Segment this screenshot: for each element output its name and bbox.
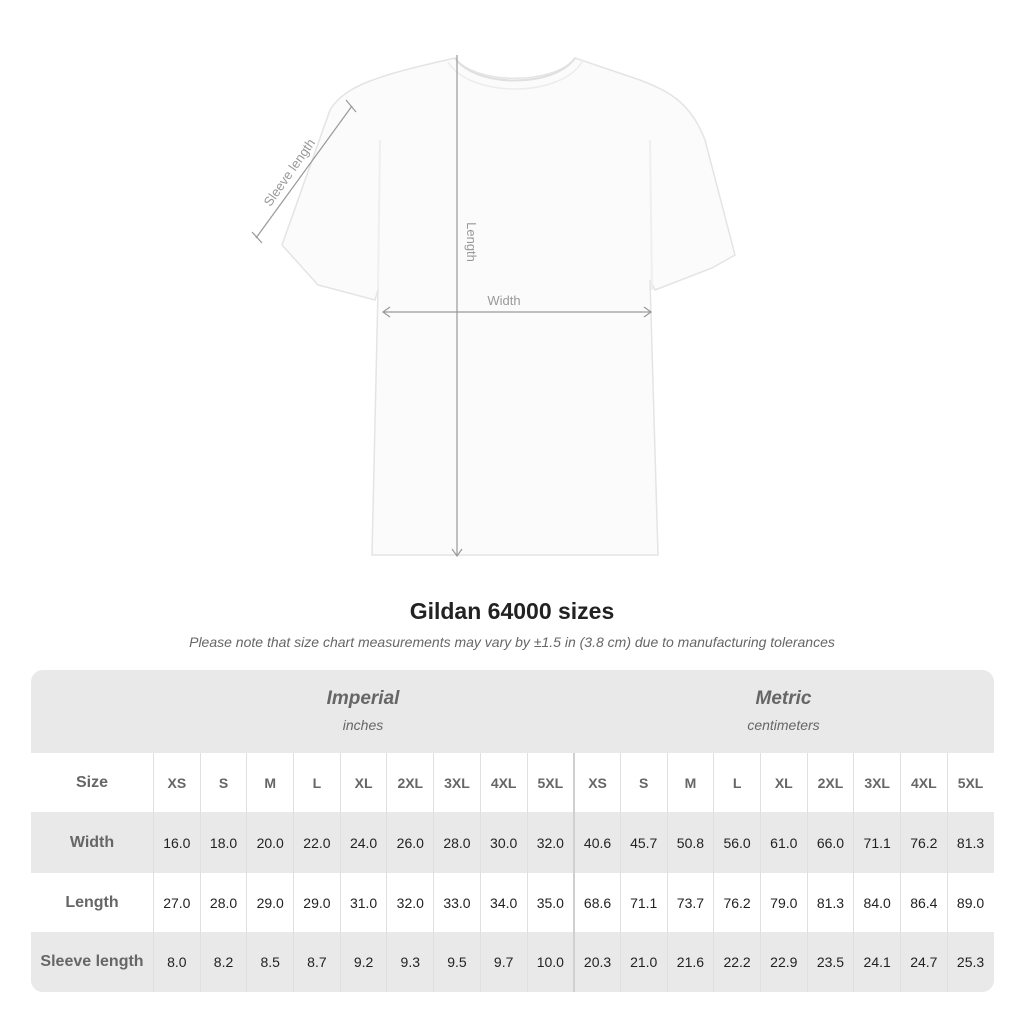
metric-value-cell: 24.1 — [853, 932, 900, 992]
row-label: Size — [75, 773, 108, 791]
size-cell: 2XL — [386, 753, 433, 812]
metric-value-cell: 50.8 — [666, 812, 714, 873]
metric-value-cell: 89.0 — [946, 873, 994, 932]
imperial-value-cell: 32.0 — [526, 812, 574, 873]
imperial-value-cell: 8.0 — [153, 932, 200, 992]
row-label: Sleeve length — [40, 953, 144, 970]
imperial-value-cell: 20.0 — [246, 812, 293, 873]
metric-value-cell: 71.1 — [619, 873, 667, 932]
imperial-value-cell: 22.0 — [293, 812, 340, 873]
width-label: Width — [487, 293, 520, 308]
imperial-value-cell: 29.0 — [293, 873, 340, 932]
metric-value-cell: 76.2 — [713, 873, 760, 932]
metric-value-cell: 24.7 — [900, 932, 947, 992]
size-cell: M — [246, 753, 293, 812]
metric-value-cell: 22.2 — [713, 932, 760, 992]
imperial-label: Imperial — [326, 688, 400, 709]
metric-value-cell: 21.0 — [619, 932, 667, 992]
imperial-value-cell: 34.0 — [479, 873, 527, 932]
metric-value-cell: 68.6 — [573, 873, 620, 932]
imperial-value-cell: 8.2 — [199, 932, 247, 992]
size-cell: L — [713, 753, 760, 812]
metric-value-cell: 84.0 — [853, 873, 900, 932]
imperial-value-cell: 24.0 — [339, 812, 387, 873]
metric-value-cell: 25.3 — [946, 932, 994, 992]
length-label: Length — [464, 222, 479, 262]
size-cell: XS — [573, 753, 620, 812]
page-title: Gildan 64000 sizes — [409, 598, 615, 624]
metric-value-cell: 73.7 — [666, 873, 714, 932]
size-table: Imperial inches Metric centimeters Size X… — [31, 670, 994, 992]
imperial-header: Imperial inches — [153, 670, 573, 753]
metric-value-cell: 81.3 — [806, 873, 854, 932]
imperial-value-cell: 29.0 — [246, 873, 293, 932]
table-row: Length 27.0 28.0 29.0 29.0 31.0 32.0 33.0 34.0 35… — [31, 873, 994, 932]
metric-value-cell: 21.6 — [666, 932, 714, 992]
table-row: Width 16.0 18.0 20.0 22.0 24.0 26.0 28.0 30.0 32.… — [31, 812, 994, 873]
row-label: Width — [69, 833, 115, 851]
imperial-value-cell: 35.0 — [526, 873, 574, 932]
imperial-value-cell: 9.3 — [386, 932, 433, 992]
metric-label: Metric — [755, 688, 812, 709]
imperial-value-cell: 33.0 — [433, 873, 480, 932]
metric-value-cell: 86.4 — [900, 873, 947, 932]
tolerance-note: Please note that size chart measurements… — [189, 634, 835, 650]
size-cell: 5XL — [946, 753, 994, 812]
metric-value-cell: 40.6 — [573, 812, 620, 873]
table-row: Sleeve length 8.0 8.2 8.5 8.7 9.2 9.3 9.5 9.7 10.… — [31, 932, 994, 992]
size-cell: L — [293, 753, 340, 812]
metric-unit: centimeters — [747, 717, 820, 733]
imperial-value-cell: 8.5 — [246, 932, 293, 992]
size-cell: 4XL — [479, 753, 527, 812]
metric-value-cell: 23.5 — [806, 932, 854, 992]
metric-value-cell: 56.0 — [713, 812, 760, 873]
size-cell: XS — [153, 753, 200, 812]
imperial-value-cell: 9.7 — [479, 932, 527, 992]
size-cell: 3XL — [853, 753, 900, 812]
imperial-value-cell: 32.0 — [386, 873, 433, 932]
imperial-value-cell: 30.0 — [479, 812, 527, 873]
imperial-value-cell: 31.0 — [339, 873, 387, 932]
size-cell: 4XL — [900, 753, 947, 812]
tshirt-diagram: Sleeve length Length Width — [251, 55, 736, 558]
metric-value-cell: 76.2 — [900, 812, 947, 873]
metric-value-cell: 81.3 — [946, 812, 994, 873]
imperial-value-cell: 28.0 — [433, 812, 480, 873]
size-cell: M — [666, 753, 714, 812]
size-cell: XL — [759, 753, 807, 812]
size-cell: 3XL — [433, 753, 480, 812]
sleeve-length-arrow — [255, 105, 353, 239]
metric-value-cell: 22.9 — [759, 932, 807, 992]
size-cell: XL — [339, 753, 387, 812]
metric-header: Metric centimeters — [573, 670, 994, 753]
imperial-value-cell: 27.0 — [153, 873, 200, 932]
imperial-unit: inches — [342, 717, 384, 733]
imperial-value-cell: 10.0 — [526, 932, 574, 992]
metric-value-cell: 71.1 — [853, 812, 900, 873]
imperial-value-cell: 28.0 — [199, 873, 247, 932]
size-cell: 2XL — [806, 753, 854, 812]
metric-value-cell: 61.0 — [759, 812, 807, 873]
metric-value-cell: 45.7 — [619, 812, 667, 873]
row-label: Length — [65, 893, 119, 911]
size-header-row: Size XS S M L XL 2XL 3XL 4XL 5XL XS S M L XL 2XL 3XL 4XL 5… — [31, 753, 994, 812]
imperial-value-cell: 9.2 — [339, 932, 387, 992]
metric-value-cell: 20.3 — [573, 932, 620, 992]
tshirt-image — [281, 57, 736, 556]
imperial-value-cell: 26.0 — [386, 812, 433, 873]
size-cell: S — [619, 753, 667, 812]
imperial-value-cell: 9.5 — [433, 932, 480, 992]
size-cell: S — [199, 753, 247, 812]
imperial-value-cell: 8.7 — [293, 932, 340, 992]
metric-value-cell: 79.0 — [759, 873, 807, 932]
metric-value-cell: 66.0 — [806, 812, 854, 873]
imperial-value-cell: 16.0 — [153, 812, 200, 873]
size-cell: 5XL — [526, 753, 574, 812]
imperial-value-cell: 18.0 — [199, 812, 247, 873]
